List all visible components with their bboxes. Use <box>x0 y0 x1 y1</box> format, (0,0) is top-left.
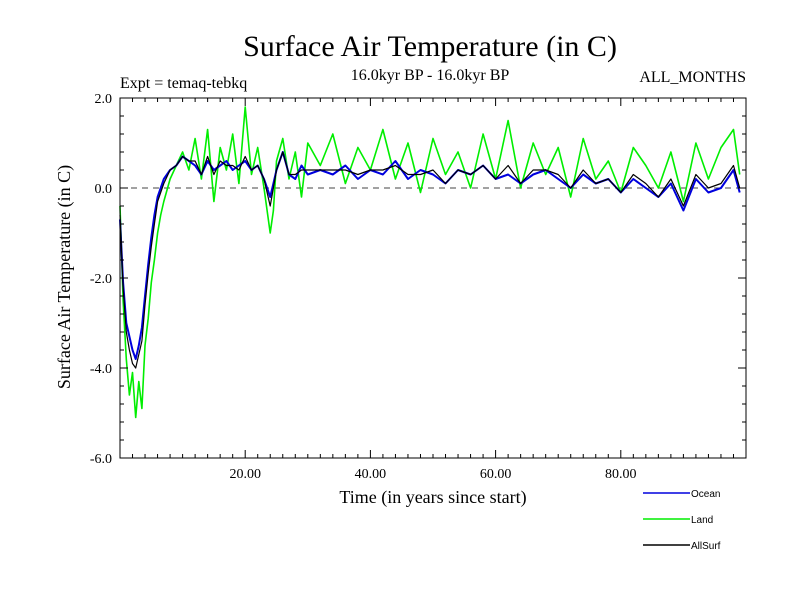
x-tick-label: 20.00 <box>229 467 261 482</box>
experiment-label: Expt = temaq-tebkq <box>120 75 247 92</box>
y-tick-label: -2.0 <box>90 272 112 287</box>
series-line-allsurf <box>119 151 741 369</box>
y-tick-label: 2.0 <box>95 92 113 107</box>
months-label: ALL_MONTHS <box>639 69 746 86</box>
x-axis-label: Time (in years since start) <box>339 487 526 508</box>
series-lines <box>119 106 741 419</box>
legend-label-allsurf: AllSurf <box>691 541 721 552</box>
y-tick-label: -6.0 <box>90 452 112 467</box>
legend-label-ocean: Ocean <box>691 489 720 500</box>
x-tick-label: 80.00 <box>605 467 637 482</box>
chart-title: Surface Air Temperature (in C) <box>243 30 617 63</box>
series-line-land <box>119 106 741 419</box>
y-tick-label: -4.0 <box>90 362 112 377</box>
plot-frame <box>119 97 747 459</box>
y-tick-label: 0.0 <box>95 182 113 197</box>
x-tick-label: 60.00 <box>480 467 512 482</box>
legend-label-land: Land <box>691 515 713 526</box>
y-axis-label: Surface Air Temperature (in C) <box>54 165 75 389</box>
legend: Ocean Land AllSurf <box>643 489 721 552</box>
chart-subtitle: 16.0kyr BP - 16.0kyr BP <box>351 67 510 84</box>
axis-ticks <box>119 97 747 459</box>
axis-tick-labels: 20.00 40.00 60.00 80.00 -6.0 -4.0 -2.0 0.0 2.0 <box>90 92 637 482</box>
x-tick-label: 40.00 <box>355 467 387 482</box>
